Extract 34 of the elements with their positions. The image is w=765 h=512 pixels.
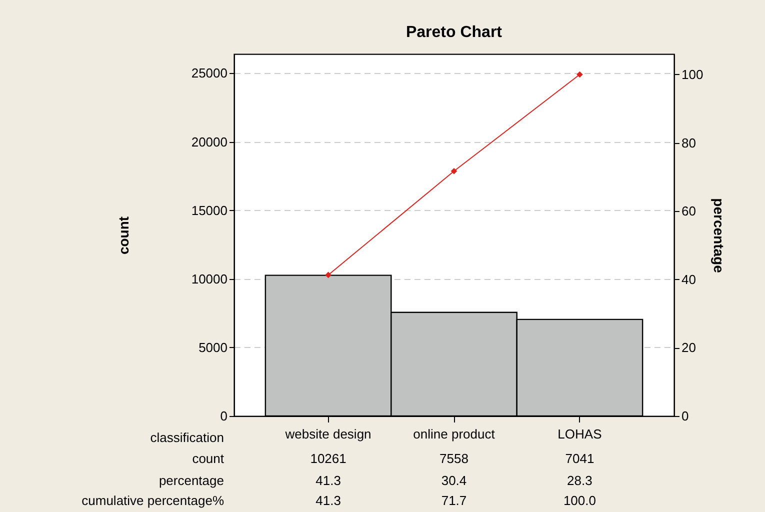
chart-title: Pareto Chart	[406, 24, 503, 41]
text: 28.3	[567, 473, 592, 488]
y2-tick-label: 80	[682, 135, 696, 150]
y-tick-label: 5000	[198, 340, 228, 355]
text: percentage	[158, 473, 224, 488]
x-tick-label: website design	[284, 426, 372, 442]
text: count	[192, 451, 224, 466]
x-tick-label: LOHAS	[558, 426, 602, 442]
y2-tick-label: 100	[682, 66, 704, 82]
y-tick-label: 25000	[191, 66, 228, 81]
text: 7041	[565, 451, 594, 466]
y2-tick-label: 20	[682, 340, 696, 356]
y2-tick-label: 60	[682, 204, 696, 219]
text: 41.3	[316, 473, 341, 488]
y-axis-title: count	[115, 216, 132, 255]
text: 7558	[440, 451, 468, 466]
y2-tick-label: 0	[682, 408, 689, 424]
point	[576, 71, 583, 78]
text: 100.0	[563, 493, 596, 508]
x-axis-title: classification	[150, 430, 224, 445]
text: 41.3	[316, 493, 341, 508]
point	[450, 168, 458, 174]
text: 30.4	[441, 473, 467, 488]
text: 10261	[310, 451, 346, 466]
text: cumulative percentage%	[82, 493, 224, 508]
y2-tick-label: 40	[682, 272, 696, 287]
x-tick-label: online product	[413, 426, 496, 442]
y-tick-label: 10000	[191, 271, 228, 286]
text: 71.7	[441, 493, 467, 508]
y-tick-label: 15000	[191, 202, 228, 218]
y2-axis-title: percentage	[711, 198, 728, 274]
y-tick-label: 0	[220, 408, 228, 424]
y-tick-label: 20000	[191, 134, 228, 150]
point	[325, 272, 332, 278]
